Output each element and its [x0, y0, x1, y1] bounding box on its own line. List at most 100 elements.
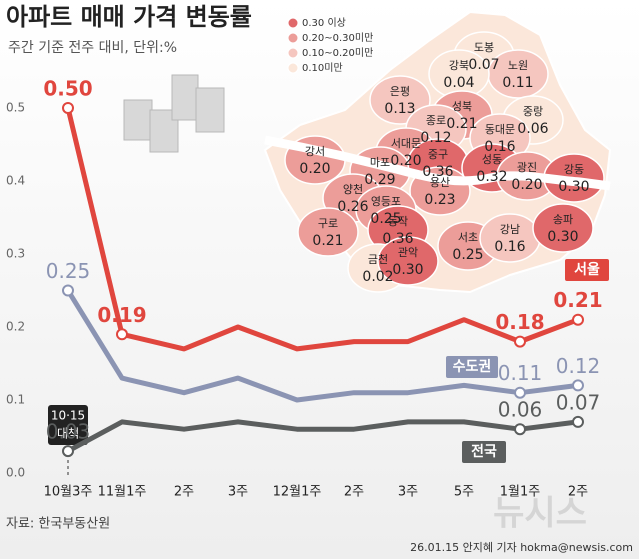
- x-tick-label: 3주: [228, 485, 248, 500]
- legend-swatch: [287, 17, 299, 29]
- district-value: 0.30: [558, 179, 589, 195]
- x-tick-label: 5주: [454, 485, 474, 500]
- series-line: [66, 419, 579, 454]
- district-name: 용산: [430, 176, 450, 189]
- district-value: 0.23: [424, 192, 455, 208]
- district-value: 0.11: [502, 75, 533, 91]
- data-point: [514, 386, 526, 399]
- y-tick-label: 0.0: [6, 466, 25, 480]
- watermark: 뉴시스: [493, 494, 587, 534]
- district-value: 0.20: [299, 161, 330, 177]
- legend-label: 서울: [574, 261, 600, 278]
- data-point: [514, 423, 526, 436]
- legend-swatch: [287, 32, 299, 44]
- legend-label: 전국: [471, 443, 497, 460]
- value-label: 0.11: [498, 361, 543, 385]
- data-point: [514, 335, 526, 348]
- district-name: 성북: [452, 100, 472, 113]
- x-tick-label: 12월1주: [273, 485, 322, 500]
- district-value: 0.07: [468, 57, 499, 73]
- district-value: 0.16: [484, 139, 515, 155]
- district-value: 0.21: [312, 233, 343, 249]
- district-value: 0.16: [494, 239, 525, 255]
- district-name: 영등포: [371, 195, 401, 208]
- district-area: [532, 203, 594, 253]
- district-value: 0.30: [547, 229, 578, 245]
- annotation-text: 10·15: [51, 409, 85, 423]
- data-point: [62, 445, 74, 458]
- data-point: [62, 102, 74, 114]
- river: [264, 135, 611, 191]
- district-value: 0.04: [443, 75, 474, 91]
- value-label: 0.21: [553, 288, 602, 312]
- district-value: 0.06: [517, 121, 548, 137]
- district-value: 0.36: [422, 164, 453, 180]
- y-tick-label: 0.1: [6, 393, 25, 407]
- district-name: 동작: [388, 215, 408, 228]
- x-tick-label: 10월3주: [44, 485, 93, 500]
- district-value: 0.26: [337, 199, 368, 215]
- y-tick-label: 0.3: [6, 247, 25, 261]
- credit: 26.01.15 안지혜 기자 hokma@newsis.com: [410, 541, 633, 554]
- legend-label: 0.30 이상: [302, 17, 346, 29]
- x-tick-label: 1월1주: [500, 485, 541, 500]
- y-tick-label: 0.4: [6, 174, 25, 188]
- chart-title: 아파트 매매 가격 변동률: [6, 3, 252, 31]
- district-value: 0.36: [382, 231, 413, 247]
- district-name: 광진: [517, 161, 537, 174]
- annotation-text: 대책: [57, 426, 79, 441]
- district-value: 0.20: [511, 177, 542, 193]
- series-line: [65, 289, 579, 403]
- data-point: [62, 284, 74, 297]
- x-tick-label: 2주: [174, 485, 194, 500]
- district-value: 0.30: [392, 262, 423, 278]
- annotation-box: [48, 405, 88, 445]
- district-value: 0.13: [384, 101, 415, 117]
- district-name: 서초: [458, 231, 478, 244]
- district-value: 0.12: [420, 130, 451, 146]
- chart-subtitle: 주간 기준 전주 대비, 단위:%: [8, 40, 177, 56]
- district-name: 은평: [390, 85, 410, 98]
- x-tick-label: 2주: [344, 485, 364, 500]
- series-line: [65, 107, 579, 352]
- series-name-box: [462, 441, 506, 463]
- x-tick-label: 11월1주: [98, 485, 147, 500]
- legend-label: 0.10미만: [302, 62, 343, 74]
- district-value: 0.25: [452, 247, 483, 263]
- district-name: 강서: [305, 145, 325, 158]
- district-name: 구로: [318, 217, 338, 230]
- district-area: [297, 207, 359, 257]
- legend-swatch: [287, 47, 299, 59]
- district-name: 강남: [500, 223, 520, 236]
- data-point: [572, 379, 584, 392]
- legend-label: 0.10~0.20미만: [302, 47, 373, 59]
- value-label: 0.25: [46, 259, 91, 283]
- source: 자료: 한국부동산원: [6, 517, 110, 532]
- district-name: 관악: [398, 246, 418, 259]
- district-name: 마포: [370, 156, 390, 169]
- district-name: 동대문: [485, 123, 515, 136]
- series-name-box: [446, 356, 498, 378]
- y-tick-label: 0.5: [6, 101, 25, 115]
- district-name: 강동: [564, 163, 584, 176]
- district-value: 0.20: [390, 153, 421, 169]
- value-label: 0.12: [556, 354, 601, 378]
- district-value: 0.29: [364, 172, 395, 188]
- district-name: 양천: [343, 182, 363, 196]
- district-value: 0.02: [362, 269, 393, 285]
- district-name: 중랑: [523, 105, 543, 118]
- y-tick-label: 0.2: [6, 320, 25, 334]
- legend-swatch: [287, 62, 299, 74]
- value-label: 0.07: [556, 390, 601, 414]
- district-name: 종로: [426, 114, 446, 127]
- value-label: 0.19: [97, 303, 146, 327]
- district-value: 0.21: [446, 116, 477, 132]
- district-name: 노원: [508, 59, 528, 72]
- data-point: [572, 415, 584, 428]
- x-tick-label: 3주: [398, 485, 418, 500]
- district-name: 도봉: [474, 41, 494, 54]
- district-value: 0.32: [476, 169, 507, 185]
- district-name: 중구: [428, 148, 448, 161]
- district-name: 송파: [553, 213, 573, 226]
